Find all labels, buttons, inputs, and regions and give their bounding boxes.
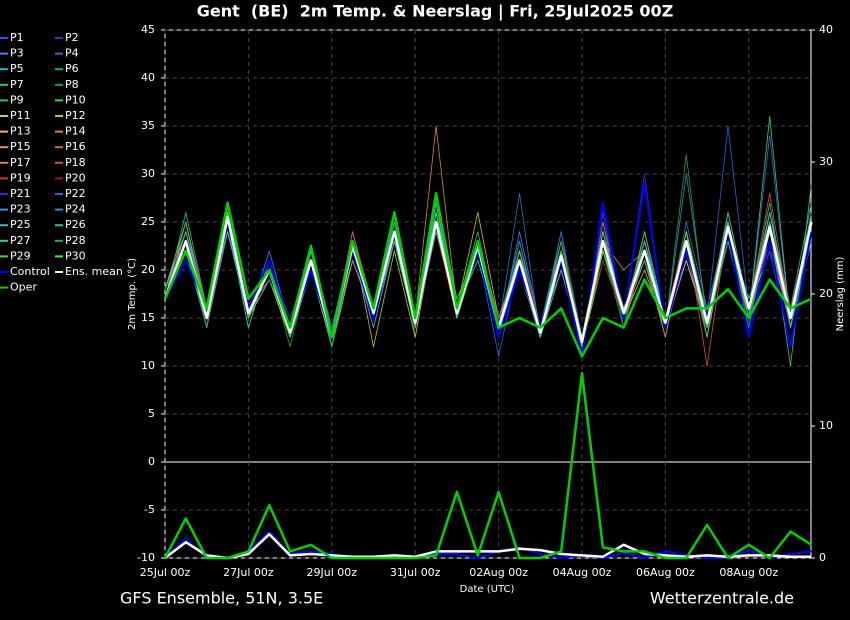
- legend-label: Control: [10, 265, 50, 278]
- y-tick-label: 25: [141, 215, 155, 228]
- y-axis-label: 2m Temp. (°C): [127, 258, 138, 330]
- y-tick-label: 10: [141, 359, 155, 372]
- legend-label: P16: [65, 140, 86, 153]
- legend-label: P5: [10, 62, 24, 75]
- x-tick-label: 02Aug 00z: [469, 566, 528, 579]
- y2-tick-label: 20: [819, 287, 833, 300]
- legend-label: P29: [10, 249, 31, 262]
- y-tick-label: 5: [148, 407, 155, 420]
- y-tick-label: 45: [141, 23, 155, 36]
- legend-label: P7: [10, 78, 24, 91]
- y2-tick-label: 0: [819, 551, 826, 564]
- legend-label: P3: [10, 47, 24, 60]
- y2-tick-label: 30: [819, 155, 833, 168]
- x-tick-label: 27Jul 00z: [223, 566, 274, 579]
- legend-label: P28: [65, 234, 86, 247]
- x-tick-label: 25Jul 00z: [140, 566, 191, 579]
- legend-label: P21: [10, 187, 31, 200]
- x-tick-label: 06Aug 00z: [636, 566, 695, 579]
- x-tick-label: 31Jul 00z: [390, 566, 441, 579]
- legend-label: P18: [65, 156, 86, 169]
- temp-line: [163, 191, 812, 358]
- legend-label: P8: [65, 78, 79, 91]
- legend-label: P2: [65, 31, 79, 44]
- x-tick-label: 29Jul 00z: [307, 566, 358, 579]
- y2-tick-label: 10: [819, 419, 833, 432]
- legend-label: P11: [10, 109, 31, 122]
- precip-line: [164, 530, 812, 559]
- legend-label: P14: [65, 125, 86, 138]
- footer-left: GFS Ensemble, 51N, 3.5E: [120, 589, 323, 608]
- legend-label: P15: [10, 140, 31, 153]
- legend-label: P25: [10, 218, 31, 231]
- legend-label: P10: [65, 93, 86, 106]
- legend-label: P1: [10, 31, 24, 44]
- precip-line: [163, 371, 813, 560]
- y-tick-label: 0: [148, 455, 155, 468]
- legend-label: P13: [10, 125, 31, 138]
- legend-label: P27: [10, 234, 31, 247]
- legend-label: P4: [65, 47, 79, 60]
- legend-label: P30: [65, 249, 86, 262]
- y-tick-label: 40: [141, 71, 155, 84]
- legend-label: P9: [10, 93, 24, 106]
- y-tick-label: 15: [141, 311, 155, 324]
- precip-line: [164, 532, 812, 560]
- y2-axis-label: Neerslag (mm): [835, 256, 846, 331]
- y-tick-label: -10: [137, 551, 155, 564]
- legend-label: P23: [10, 203, 31, 216]
- legend-label: P6: [65, 62, 79, 75]
- footer-right: Wetterzentrale.de: [650, 589, 794, 608]
- legend-label: P22: [65, 187, 86, 200]
- y-tick-label: 20: [141, 263, 155, 276]
- chart-title: Gent (BE) 2m Temp. & Neerslag | Fri, 25J…: [197, 2, 674, 22]
- legend-label: Oper: [10, 281, 37, 294]
- y-tick-label: 30: [141, 167, 155, 180]
- legend-label: Ens. mean: [65, 265, 123, 278]
- legend-label: P24: [65, 203, 86, 216]
- x-tick-label: 08Aug 00z: [719, 566, 778, 579]
- y-tick-label: 35: [141, 119, 155, 132]
- y2-tick-label: 40: [819, 23, 833, 36]
- legend-label: P19: [10, 171, 31, 184]
- legend-label: P26: [65, 218, 86, 231]
- x-axis-label: Date (UTC): [460, 584, 515, 595]
- legend-label: P12: [65, 109, 86, 122]
- x-tick-label: 04Aug 00z: [553, 566, 612, 579]
- legend-label: P17: [10, 156, 31, 169]
- legend-label: P20: [65, 171, 86, 184]
- y-tick-label: -5: [144, 503, 155, 516]
